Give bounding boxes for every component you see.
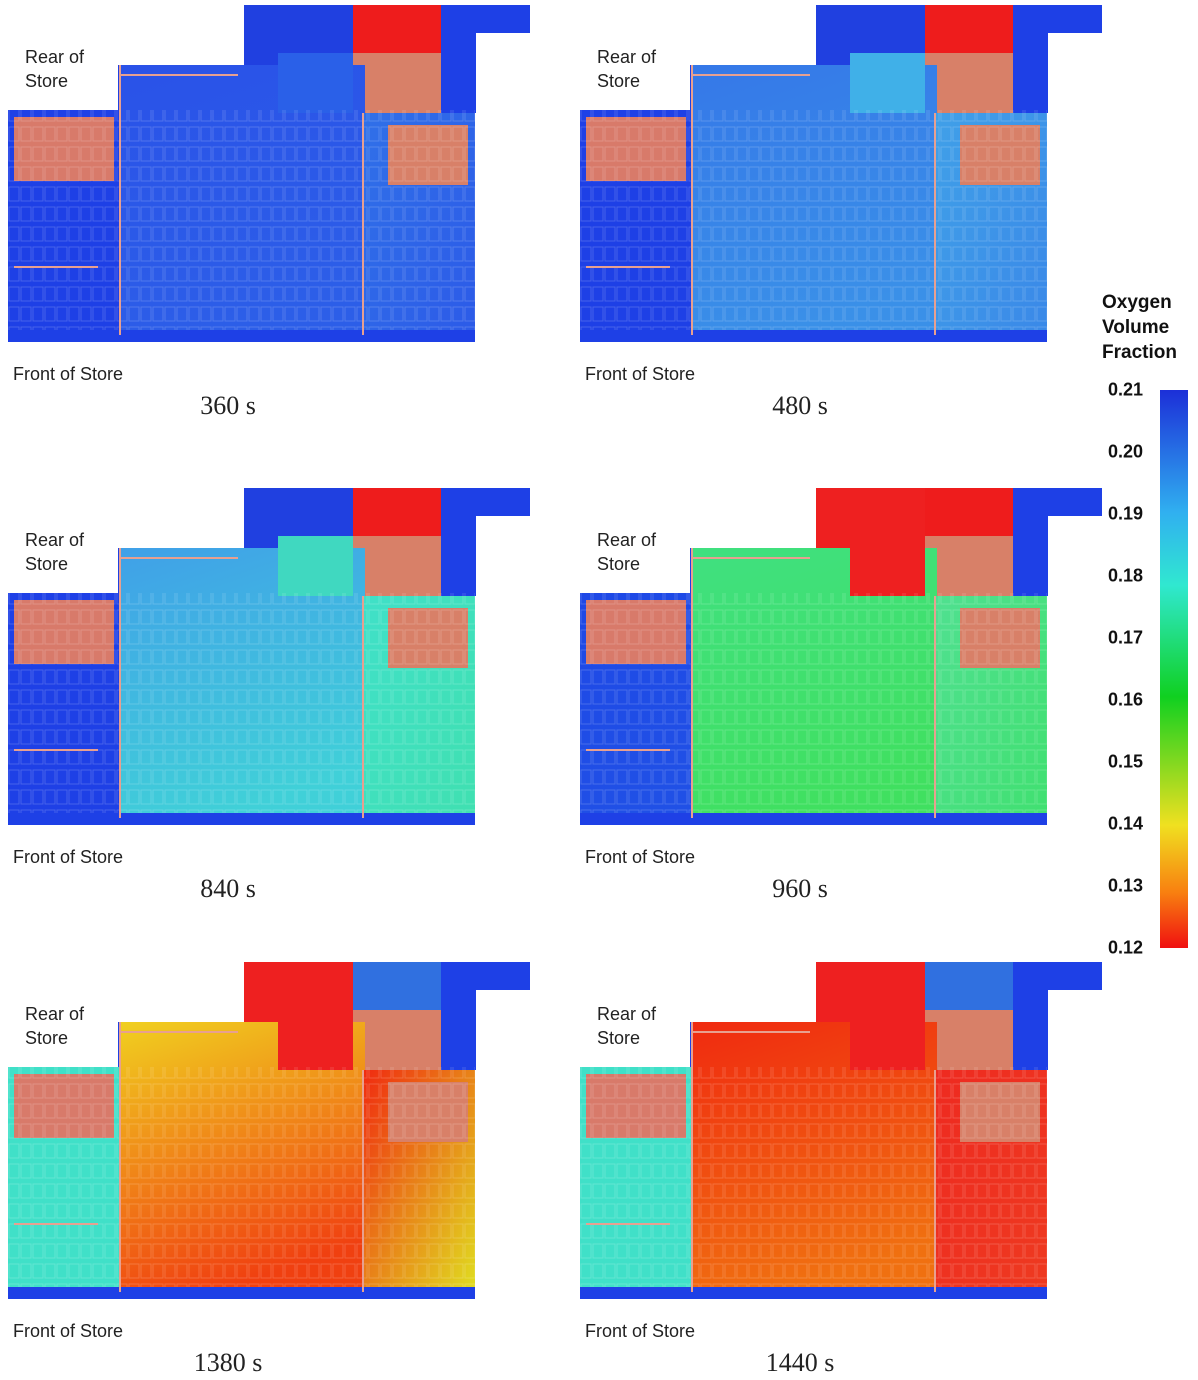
- rear-label: Rear of Store: [597, 1004, 657, 1048]
- front-label: Front of Store: [585, 1321, 696, 1341]
- wall: [586, 1022, 936, 1292]
- front-strip: [8, 1287, 475, 1299]
- colorbar-tick-label: 0.14: [1108, 813, 1144, 834]
- wing-strip: [1000, 5, 1102, 33]
- rear-label: Rear of Store: [597, 530, 657, 574]
- floor-plan: [580, 5, 1102, 342]
- floor-plan: [580, 962, 1102, 1299]
- rack-overlay: [8, 110, 475, 342]
- wing-strip: [1000, 488, 1102, 516]
- wall: [14, 65, 364, 335]
- rack-overlay: [580, 593, 1047, 825]
- stock-room: [925, 53, 1013, 113]
- rack-overlay: [580, 110, 1047, 342]
- wing: [438, 33, 476, 113]
- front-label: Front of Store: [585, 847, 696, 867]
- colorbar-tick-label: 0.15: [1108, 751, 1144, 772]
- wing-strip: [428, 962, 530, 990]
- time-label: 840 s: [200, 874, 256, 903]
- red-room: [925, 5, 1013, 53]
- front-label: Front of Store: [13, 1321, 124, 1341]
- colorbar-tick-label: 0.19: [1108, 503, 1144, 524]
- colorbar: [1160, 390, 1188, 948]
- front-strip: [580, 330, 1047, 342]
- wing: [1010, 516, 1048, 596]
- front-strip: [580, 813, 1047, 825]
- colorbar-tick-label: 0.12: [1108, 937, 1144, 958]
- floor-plan: [8, 5, 530, 342]
- time-label: 480 s: [772, 391, 828, 420]
- wall: [14, 548, 364, 818]
- floor-plan: [8, 962, 530, 1299]
- colorbar-gradient: [1160, 390, 1188, 948]
- stock-room: [353, 1010, 441, 1070]
- wing: [1010, 33, 1048, 113]
- front-strip: [8, 813, 475, 825]
- wing: [438, 516, 476, 596]
- wall: [586, 548, 936, 818]
- colorbar-tick-label: 0.17: [1108, 627, 1144, 648]
- wing-strip: [1000, 962, 1102, 990]
- front-label: Front of Store: [585, 364, 696, 384]
- stock-room: [925, 1010, 1013, 1070]
- rack-overlay: [580, 1067, 1047, 1299]
- passage: [850, 1010, 925, 1070]
- colorbar-tick-label: 0.21: [1108, 379, 1144, 400]
- passage: [850, 536, 925, 596]
- red-room: [353, 488, 441, 536]
- rack-overlay: [8, 1067, 475, 1299]
- colorbar-tick-label: 0.18: [1108, 565, 1144, 586]
- front-strip: [580, 1287, 1047, 1299]
- stock-room: [353, 536, 441, 596]
- time-label: 1380 s: [193, 1348, 263, 1377]
- rear-label: Rear of Store: [597, 47, 657, 91]
- wall: [586, 65, 936, 335]
- rear-label: Rear of Store: [25, 1004, 85, 1048]
- stock-room: [925, 536, 1013, 596]
- colorbar-title: Oxygen Volume Fraction: [1102, 292, 1177, 363]
- passage: [850, 53, 925, 113]
- stock-room: [353, 53, 441, 113]
- time-label: 1440 s: [765, 1348, 835, 1377]
- front-label: Front of Store: [13, 847, 124, 867]
- front-label: Front of Store: [13, 364, 124, 384]
- colorbar-tick-label: 0.16: [1108, 689, 1144, 710]
- red-room: [925, 962, 1013, 1010]
- red-room: [353, 5, 441, 53]
- rack-overlay: [8, 593, 475, 825]
- time-label: 360 s: [200, 391, 256, 420]
- colorbar-tick-label: 0.13: [1108, 875, 1144, 896]
- red-room: [353, 962, 441, 1010]
- wing-strip: [428, 488, 530, 516]
- passage: [278, 536, 353, 596]
- rear-label: Rear of Store: [25, 530, 85, 574]
- red-room: [925, 488, 1013, 536]
- rear-label: Rear of Store: [25, 47, 85, 91]
- wing-strip: [428, 5, 530, 33]
- wall: [14, 1022, 364, 1292]
- time-label: 960 s: [772, 874, 828, 903]
- floor-plan: [8, 488, 530, 825]
- front-strip: [8, 330, 475, 342]
- passage: [278, 1010, 353, 1070]
- passage: [278, 53, 353, 113]
- wing: [1010, 990, 1048, 1070]
- floor-plan: [580, 488, 1102, 825]
- colorbar-tick-label: 0.20: [1108, 441, 1144, 462]
- wing: [438, 990, 476, 1070]
